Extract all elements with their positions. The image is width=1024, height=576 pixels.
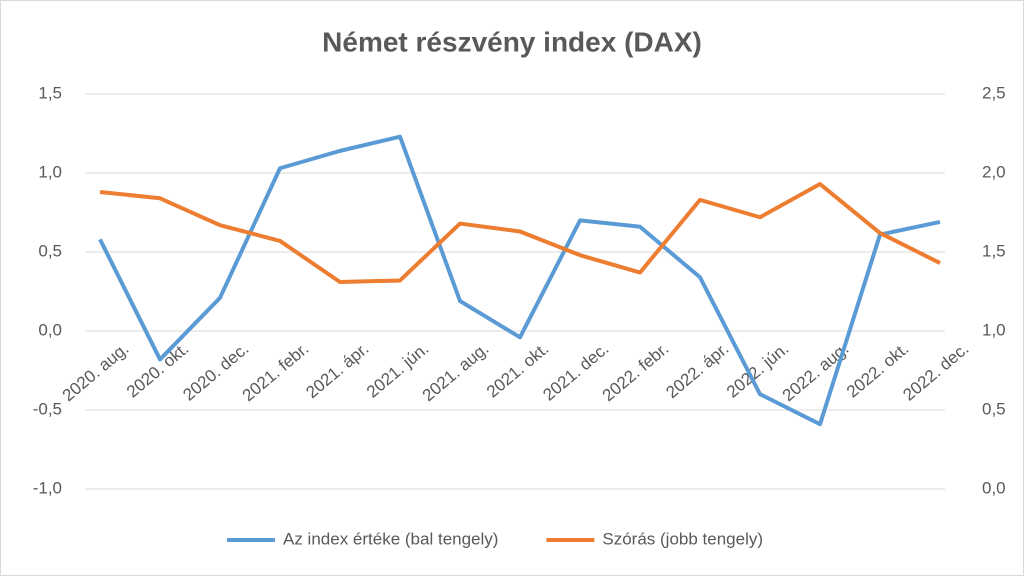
legend-label: Az index értéke (bal tengely) xyxy=(283,529,498,548)
y-tick-label: -1,0 xyxy=(33,478,62,497)
y2-tick-label: 1,5 xyxy=(982,241,1006,260)
y-tick-label: -0,5 xyxy=(33,399,62,418)
legend-label: Szórás (jobb tengely) xyxy=(602,529,763,548)
series-line xyxy=(98,134,941,427)
y2-tick-label: 1,0 xyxy=(982,320,1006,339)
y2-tick-label: 2,5 xyxy=(982,83,1006,102)
chart-title: Német részvény index (DAX) xyxy=(322,26,702,57)
y-tick-label: 0,0 xyxy=(38,320,62,339)
y-tick-label: 1,0 xyxy=(38,162,62,181)
y-tick-label: 0,5 xyxy=(38,241,62,260)
y-tick-label: 1,5 xyxy=(38,83,62,102)
y2-tick-label: 0,0 xyxy=(982,478,1006,497)
y2-tick-label: 2,0 xyxy=(982,162,1006,181)
series-line xyxy=(99,182,941,285)
y2-tick-label: 0,5 xyxy=(982,399,1006,418)
